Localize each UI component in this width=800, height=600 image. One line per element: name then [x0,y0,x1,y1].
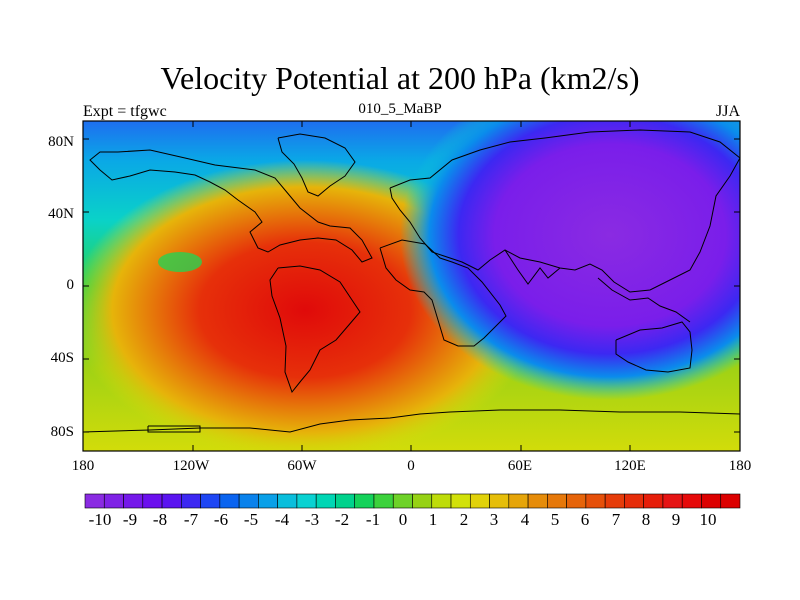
colorbar-label: 7 [611,510,621,529]
colorbar-swatch [508,493,529,509]
colorbar-swatch [681,493,702,509]
colorbar-swatch [142,493,163,509]
colorbar-label: -2 [334,510,350,529]
map-title: Velocity Potential at 200 hPa (km2/s) [160,60,640,96]
colorbar-label: 9 [671,510,681,529]
colorbar-swatch [450,493,471,509]
colorbar-label: 8 [641,510,651,529]
colorbar-swatch [123,493,144,509]
colorbar-swatch [258,493,278,509]
lon-label-120e: 120E [614,458,646,474]
colorbar-swatch [720,493,741,509]
colorbar-swatch [103,493,124,509]
colorbar-swatch [701,493,722,509]
colorbar-swatch [469,493,490,509]
lon-label-180e: 180 [728,458,752,474]
colorbar-swatch [238,493,259,509]
colorbar-label: 10 [699,510,717,529]
colorbar-swatch [335,493,356,509]
colorbar-label: -4 [274,510,290,529]
colorbar-label: 6 [580,510,590,529]
colorbar-swatch [84,493,105,509]
colorbar-label: 3 [489,510,499,529]
colorbar-label: -8 [152,510,168,529]
colorbar-label: -10 [88,510,112,529]
colorbar-swatch [354,493,375,509]
colorbar-swatch [604,493,625,509]
colorbar-swatch [161,493,182,509]
lat-label-80s: 80S [50,424,74,440]
colorbar-swatch [277,493,298,509]
colorbar-label: 5 [550,510,560,529]
colorbar-label: -7 [183,510,199,529]
colorbar-label: 4 [520,510,530,529]
lon-label-60e: 60E [507,458,533,474]
colorbar-swatch [181,493,201,509]
colorbar-label: -9 [122,510,138,529]
colorbar-swatch [489,493,510,509]
lon-label-120w: 120W [172,458,210,474]
axis-ticks [83,121,740,451]
colorbar-label: 0 [398,510,408,529]
colorbar-label: -1 [365,510,381,529]
colorbar-swatch [315,493,336,509]
lon-label-0: 0 [407,458,415,474]
colorbar-swatch [547,493,567,509]
lat-label-40n: 40N [48,206,74,222]
case-label: 010_5_MaBP [358,101,442,117]
experiment-label: Expt = tfgwc [83,103,167,120]
colorbar-label: -3 [304,510,320,529]
colorbar-swatch [566,493,587,509]
lat-label-40s: 40S [50,350,74,366]
lat-label-80n: 80N [48,134,74,150]
colorbar-swatch [662,493,683,509]
season-label: JJA [715,103,740,120]
colorbar-swatch [643,493,664,509]
colorbar-swatch [624,493,644,509]
colorbar-label: 2 [459,510,469,529]
colorbar-swatch [431,493,452,509]
colorbar-swatch [200,493,221,509]
lat-label-eq: 0 [66,277,75,293]
colorbar-swatch [219,493,240,509]
coastlines [83,129,740,433]
contour-field [83,121,740,451]
colorbar-swatch [527,493,548,509]
colorbar-swatch [585,493,606,509]
lon-label-60w: 60W [287,458,317,474]
colorbar-label: 1 [428,510,438,529]
colorbar-swatch [373,493,394,509]
colorbar-swatch [412,493,433,509]
colorbar-label: -5 [243,510,259,529]
colorbar-swatch [296,493,317,509]
colorbar-label: -6 [213,510,229,529]
colorbar-swatch [392,493,413,509]
colorbar [84,493,741,509]
lon-label-180w: 180 [71,458,95,474]
